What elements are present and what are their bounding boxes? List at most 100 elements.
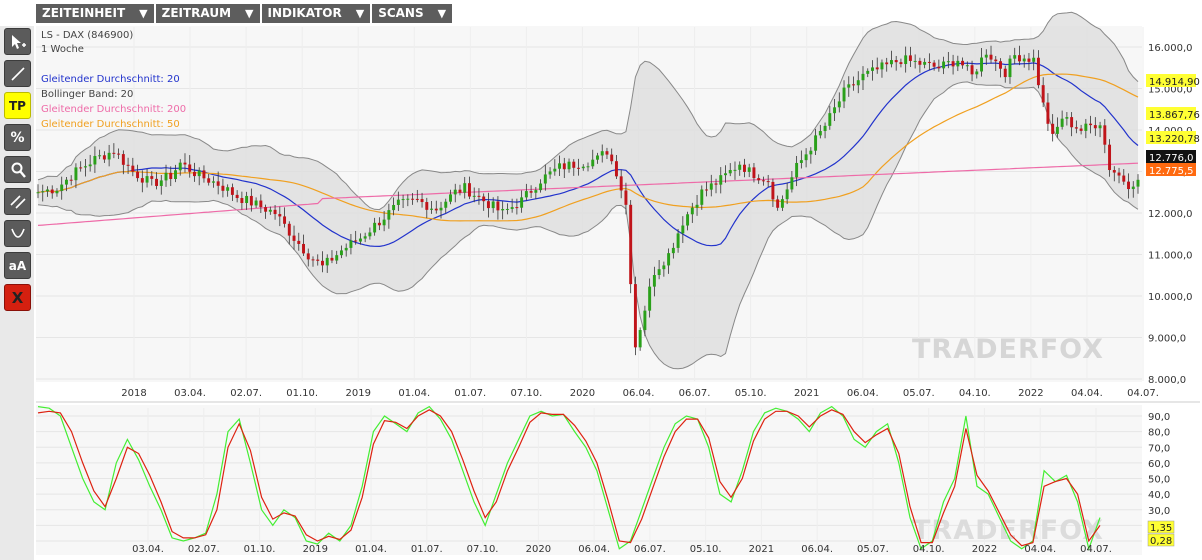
- candle-body: [719, 175, 723, 185]
- menu-scans[interactable]: SCANS ▼: [372, 4, 453, 23]
- y-tick-label: 40,0: [1148, 490, 1170, 501]
- candle-body: [690, 207, 694, 215]
- candle-body: [306, 253, 310, 260]
- candle-body: [619, 176, 623, 191]
- candle-body: [230, 187, 234, 195]
- candle-body: [799, 160, 803, 163]
- bollinger-lower-line: [37, 81, 1139, 370]
- candle-body: [638, 330, 642, 348]
- candle-body: [980, 57, 984, 72]
- zoom-tool[interactable]: [4, 156, 31, 183]
- candle-body: [50, 189, 54, 194]
- candle-body: [520, 197, 524, 208]
- candle-body: [1022, 58, 1026, 62]
- candle-body: [795, 162, 799, 178]
- candle-body: [477, 195, 481, 197]
- percent-tool[interactable]: %: [4, 124, 31, 151]
- candle-body: [472, 195, 476, 197]
- candle-body: [562, 163, 566, 170]
- y-tick-label: 60,0: [1148, 459, 1170, 470]
- candle-body: [55, 190, 59, 194]
- watermarks: TRADERFOX TRADERFOX: [912, 334, 1104, 546]
- y-tick-label: 80,0: [1148, 428, 1170, 439]
- y-tick-label: 30,0: [1148, 506, 1170, 517]
- curve-tool[interactable]: [4, 220, 31, 247]
- candle-body: [889, 60, 893, 65]
- triangle-down-icon: ▼: [139, 7, 148, 20]
- x-tick-label: 2020: [570, 388, 595, 399]
- candle-body: [510, 207, 514, 209]
- drawing-toolbar: TP % aA X: [0, 26, 34, 560]
- candle-body: [970, 65, 974, 75]
- candle-body: [1065, 117, 1069, 119]
- x-tick-label: 04.07.: [1127, 388, 1159, 399]
- percent-icon: %: [10, 129, 25, 146]
- x-tick-label: 02.07.: [188, 544, 220, 555]
- candle-body: [420, 199, 424, 203]
- candle-body: [335, 255, 339, 261]
- candle-body: [287, 223, 291, 236]
- menu-zeitraum[interactable]: ZEITRAUM ▼: [155, 4, 260, 23]
- candle-body: [1060, 118, 1064, 127]
- candle-body: [681, 225, 685, 234]
- candle-body: [112, 152, 116, 154]
- sma-50-line: [37, 73, 1139, 222]
- candle-body: [534, 190, 538, 193]
- text-tool[interactable]: aA: [4, 252, 31, 279]
- candle-body: [524, 191, 528, 198]
- y-tick-label: 90,0: [1148, 412, 1170, 423]
- candle-body: [742, 164, 746, 172]
- candle-body: [918, 60, 922, 65]
- candle-body: [1013, 55, 1017, 59]
- candle-body: [1036, 57, 1040, 86]
- candle-body: [501, 208, 505, 211]
- candle-body: [1127, 181, 1130, 190]
- watermark-oscillator: TRADERFOX: [912, 515, 1104, 546]
- candle-body: [1136, 179, 1140, 187]
- x-tick-label: 07.10.: [467, 544, 499, 555]
- candle-body: [908, 55, 912, 61]
- menu-indikator[interactable]: INDIKATOR ▼: [261, 4, 371, 23]
- candle-body: [344, 247, 348, 251]
- candle-body: [325, 257, 329, 266]
- candle-body: [904, 55, 908, 65]
- delete-tool[interactable]: X: [4, 284, 31, 311]
- candle-body: [117, 153, 121, 155]
- candle-body: [671, 247, 675, 254]
- x-tick-label: 2021: [749, 544, 774, 555]
- price-label-bg: [1146, 163, 1196, 176]
- bollinger-fill: [38, 12, 1138, 369]
- menu-label: SCANS: [378, 6, 424, 20]
- candle-body: [747, 167, 751, 172]
- menu-zeiteinheit[interactable]: ZEITEINHEIT ▼: [36, 4, 154, 23]
- magnifier-icon: [11, 162, 26, 178]
- x-tick-label: 07.10.: [510, 388, 542, 399]
- candle-body: [866, 70, 870, 74]
- x-tick-label: 2018: [121, 388, 146, 399]
- x-tick-label: 04.10.: [913, 544, 945, 555]
- parallel-lines-tool[interactable]: [4, 188, 31, 215]
- value-label-bg: [1147, 533, 1175, 547]
- cursor-tool[interactable]: [4, 28, 31, 55]
- candle-body: [942, 61, 946, 69]
- x-tick-label: 06.04.: [847, 388, 879, 399]
- x-tick-label: 04.10.: [959, 388, 991, 399]
- candle-body: [60, 184, 64, 191]
- candle-body: [1079, 128, 1083, 131]
- candle-body: [596, 155, 599, 160]
- candle-body: [837, 101, 841, 108]
- candle-body: [913, 60, 917, 62]
- tp-tool[interactable]: TP: [4, 92, 31, 119]
- line-tool[interactable]: [4, 60, 31, 87]
- candle-body: [411, 198, 415, 200]
- candle-body: [373, 222, 377, 233]
- candle-body: [88, 164, 92, 167]
- candle-body: [453, 189, 457, 195]
- candle-body: [833, 107, 837, 114]
- candle-body: [548, 171, 552, 175]
- candle-body: [1055, 126, 1059, 134]
- candle-body: [1003, 68, 1007, 78]
- oscillator-line-signal: [37, 409, 1101, 547]
- candle-body: [74, 167, 78, 181]
